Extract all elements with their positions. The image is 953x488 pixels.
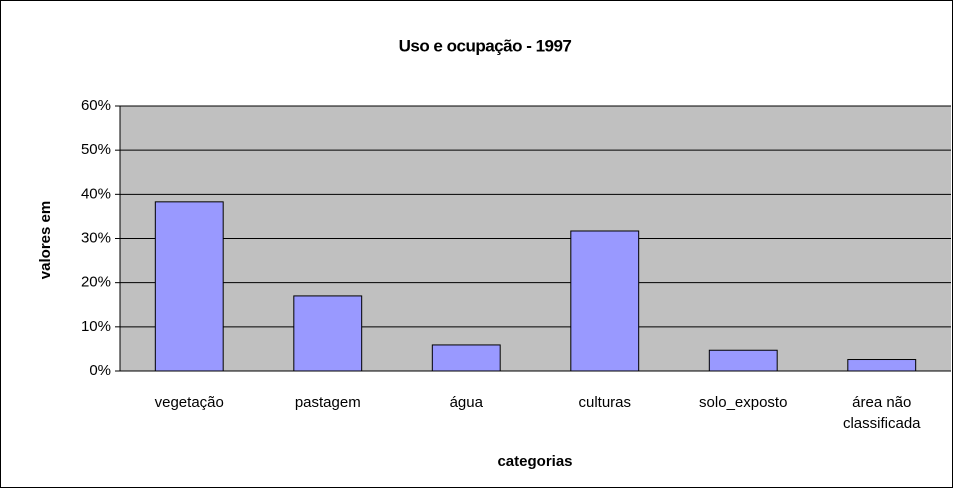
bar (570, 230, 640, 372)
y-tick-label: 40% (81, 185, 111, 202)
bar (431, 344, 501, 372)
bar (847, 359, 917, 372)
bar (154, 201, 224, 372)
chart-title: Uso e ocupação - 1997 (399, 36, 572, 55)
bar (293, 295, 363, 372)
x-tick-label: pastagem (294, 394, 361, 411)
bar (708, 349, 778, 372)
x-tick-label: solo_exposto (699, 394, 788, 411)
x-axis-label: categorias (497, 453, 572, 470)
y-tick-label: 20% (81, 274, 111, 291)
x-tick-label: vegetação (154, 394, 224, 411)
y-axis-label: valores em (37, 201, 54, 279)
y-tick-label: 60% (81, 97, 111, 114)
x-tick-label: área não classificada (842, 394, 921, 432)
y-tick-label: 0% (89, 362, 111, 379)
y-tick-label: 10% (81, 318, 111, 335)
y-tick-label: 30% (81, 229, 111, 246)
x-tick-label: culturas (578, 394, 632, 411)
x-tick-label: água (449, 394, 483, 411)
y-tick-label: 50% (81, 141, 111, 158)
